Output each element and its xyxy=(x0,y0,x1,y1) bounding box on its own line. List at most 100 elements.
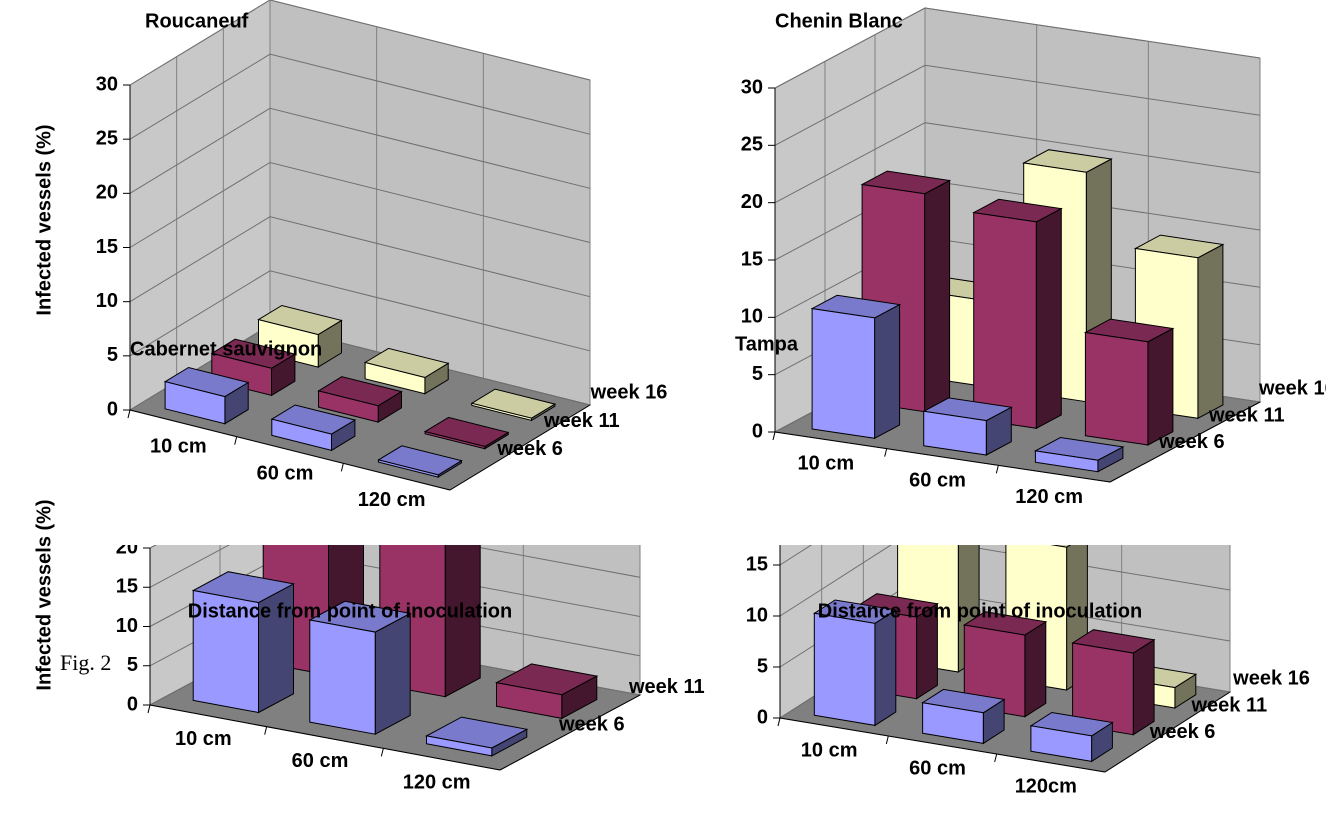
y-tick-label: 25 xyxy=(741,134,763,156)
x-tick-label: 120 cm xyxy=(358,489,426,511)
depth-axis xyxy=(1109,401,1261,483)
x-tick-mark xyxy=(772,431,776,441)
x-tick-label: 10 cm xyxy=(801,739,858,761)
depth-axis xyxy=(449,404,591,491)
legend-label: week 16 xyxy=(590,381,668,403)
y-tick-label: 15 xyxy=(741,248,763,270)
y-tick-label: 10 xyxy=(96,290,118,312)
bar-front xyxy=(496,682,563,720)
bar-side xyxy=(1197,243,1224,420)
chart: 0 5 10 15 20 xyxy=(116,487,642,771)
y-tick-label: 15 xyxy=(96,236,118,258)
x-tick-mark xyxy=(777,717,781,727)
y-tick-label: 10 xyxy=(741,306,763,328)
bar xyxy=(921,688,1006,745)
x-tick-label: 60 cm xyxy=(292,750,349,772)
bar xyxy=(812,599,898,727)
bar-side xyxy=(1147,327,1174,446)
bar-side xyxy=(874,609,897,727)
chart: 0 5 10 15 20 25 30 xyxy=(741,7,1262,483)
bar-front xyxy=(424,430,486,450)
bar xyxy=(423,416,510,450)
y-tick-label: 30 xyxy=(741,76,763,98)
bar-front xyxy=(318,390,379,423)
figure-caption: Fig. 2 xyxy=(60,650,111,675)
depth-axis xyxy=(499,694,641,771)
y-axis-label: Infected vessels (%) xyxy=(33,499,55,690)
bar xyxy=(363,347,450,395)
x-tick-label: 120cm xyxy=(1015,775,1077,797)
bar xyxy=(1071,629,1156,736)
bar xyxy=(962,611,1048,718)
x-tick-mark xyxy=(380,748,384,757)
chart-title: Cabernet sauvignon xyxy=(130,338,322,360)
y-tick-label: 30 xyxy=(96,73,118,95)
bar-front xyxy=(922,702,984,744)
x-axis xyxy=(149,704,501,771)
grid-line xyxy=(129,53,591,140)
bar-front xyxy=(1084,331,1149,446)
bar xyxy=(308,600,412,736)
x-tick-label: 10 cm xyxy=(150,436,207,458)
bar-side xyxy=(1035,207,1062,430)
legend-label: week 6 xyxy=(1158,431,1225,453)
bar-top xyxy=(263,487,363,518)
bar xyxy=(210,338,297,397)
x-tick-label: 60 cm xyxy=(909,469,966,491)
chart-title: Tampa xyxy=(735,333,799,355)
grid-line xyxy=(129,270,591,357)
x-axis-label: Distance from point of inoculation xyxy=(818,600,1142,622)
bar-front xyxy=(973,212,1037,429)
x-tick-mark xyxy=(127,409,131,419)
y-tick-label: 15 xyxy=(116,576,138,598)
x-tick-mark xyxy=(340,463,344,472)
y-tick-label: 10 xyxy=(116,615,138,637)
grid-line xyxy=(774,64,1261,146)
bar xyxy=(191,571,295,714)
bar xyxy=(470,388,557,422)
legend-label: week 11 xyxy=(628,676,705,698)
y-tick-label: 25 xyxy=(96,127,118,149)
x-tick-label: 10 cm xyxy=(175,728,232,750)
bar-top xyxy=(380,509,480,540)
y-tick-label: 0 xyxy=(757,706,768,728)
bar-front xyxy=(471,402,532,422)
y-tick-label: 0 xyxy=(752,420,763,442)
bar xyxy=(810,294,902,440)
x-axis xyxy=(779,717,1106,773)
bar-front xyxy=(192,589,259,714)
grid-line xyxy=(149,545,641,588)
grid-line xyxy=(129,0,591,86)
y-tick-label: 20 xyxy=(96,182,118,204)
bar xyxy=(317,376,403,423)
bar-front xyxy=(364,361,426,395)
bar-side xyxy=(874,303,901,440)
y-tick-label: 5 xyxy=(757,655,768,677)
x-tick-mark xyxy=(147,704,151,714)
x-tick-mark xyxy=(884,448,888,457)
bar-front xyxy=(211,352,272,397)
bar-front xyxy=(811,308,876,439)
grid-line xyxy=(129,107,591,194)
bar xyxy=(1029,711,1114,763)
grid-line xyxy=(129,161,591,248)
y-tick-label: 0 xyxy=(107,398,118,420)
bar xyxy=(922,397,1013,456)
bar-front xyxy=(309,619,376,735)
y-tick-label: 20 xyxy=(116,536,138,558)
chart: 0 5 10 15 xyxy=(746,545,1232,773)
bar xyxy=(1033,436,1125,473)
bar-front xyxy=(1072,642,1134,736)
bar-front xyxy=(426,735,493,757)
bar-front xyxy=(378,459,439,478)
legend-label: week 6 xyxy=(1149,721,1216,743)
y-tick-label: 20 xyxy=(741,191,763,213)
grid-line xyxy=(129,216,591,303)
legend-label: week 11 xyxy=(543,410,620,432)
y-tick-label: 10 xyxy=(746,604,768,626)
bar xyxy=(425,716,529,757)
x-tick-mark xyxy=(995,465,999,474)
x-tick-label: 120 cm xyxy=(1015,486,1083,508)
x-tick-mark xyxy=(264,726,268,735)
